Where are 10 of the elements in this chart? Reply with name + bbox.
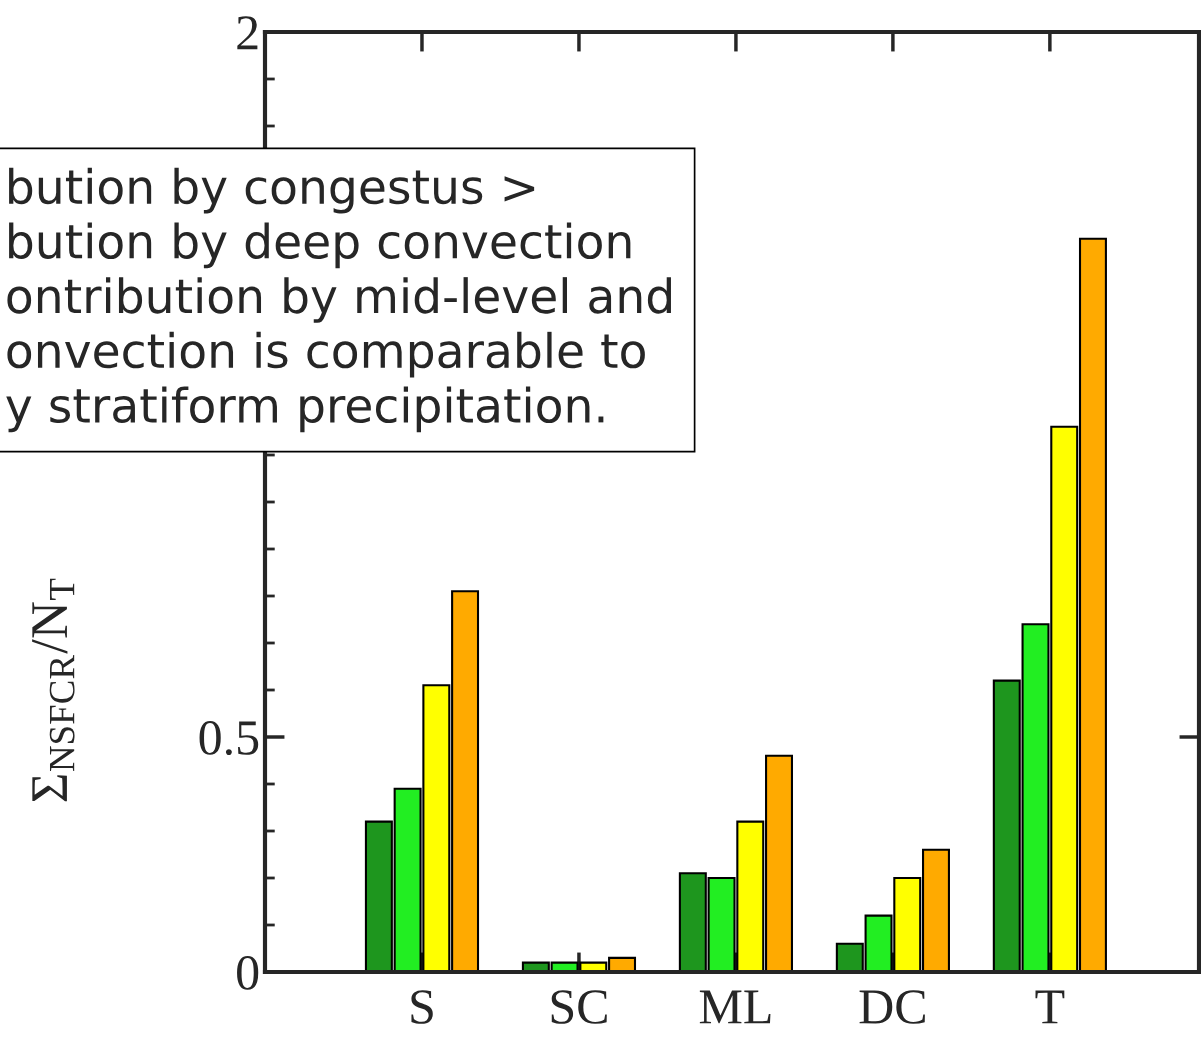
x-tick-label: T xyxy=(1035,990,1065,1024)
annotation: bution by congestus > bution by deep convection ontribution by mid-level and onvection is comparable to y stratiform precipitation. xyxy=(6,167,671,433)
y-tick-label: 0.5 xyxy=(199,721,259,756)
x-tick-label: S xyxy=(411,990,433,1024)
x-tick-label: ML xyxy=(699,990,771,1024)
x-tick-label: DC xyxy=(859,990,925,1024)
y-tick-label: 2 xyxy=(237,16,258,50)
y-tick-label: 0 xyxy=(237,956,259,990)
x-tick-label: SC xyxy=(551,990,607,1024)
y-axis-title: Σ$_{NSFCR}$/N$_{T}$ xyxy=(32,578,75,802)
